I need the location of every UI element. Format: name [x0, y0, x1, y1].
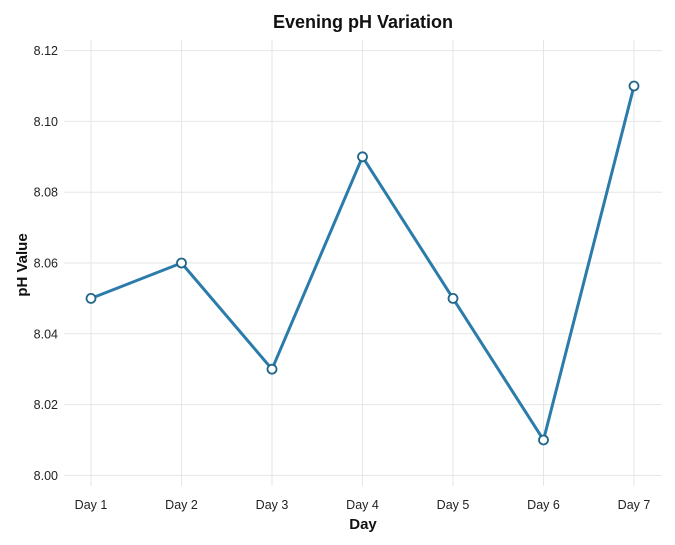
y-tick-label: 8.10: [34, 115, 58, 129]
data-point: [447, 292, 459, 304]
y-tick-label: 8.00: [34, 469, 58, 483]
data-point: [538, 434, 549, 446]
gridlines: [64, 40, 662, 486]
x-axis-label: Day: [349, 516, 377, 533]
x-tick-label: Day 4: [346, 498, 379, 512]
data-point: [85, 292, 97, 304]
y-tick-label: 8.12: [34, 44, 58, 58]
x-axis-ticks: Day 1 Day 2 Day 3 Day 4 Day 5 Day 6 Day 7: [75, 498, 651, 512]
x-tick-label: Day 2: [165, 498, 198, 512]
series-group: [85, 80, 640, 446]
y-tick-label: 8.08: [34, 186, 58, 200]
x-tick-label: Day 1: [75, 498, 108, 512]
x-tick-label: Day 7: [618, 498, 651, 512]
x-tick-label: Day 6: [527, 498, 560, 512]
data-point: [266, 363, 278, 375]
y-tick-label: 8.06: [34, 257, 58, 271]
y-tick-label: 8.04: [34, 327, 58, 341]
x-tick-label: Day 5: [437, 498, 470, 512]
data-point: [357, 151, 368, 163]
data-point: [176, 257, 187, 269]
y-axis-label: pH Value: [14, 233, 31, 296]
chart-title: Evening pH Variation: [273, 12, 453, 32]
x-tick-label: Day 3: [256, 498, 289, 512]
y-axis-ticks: 8.00 8.02 8.04 8.06 8.08 8.10 8.12: [34, 44, 58, 483]
y-tick-label: 8.02: [34, 398, 58, 412]
data-point: [628, 80, 640, 92]
